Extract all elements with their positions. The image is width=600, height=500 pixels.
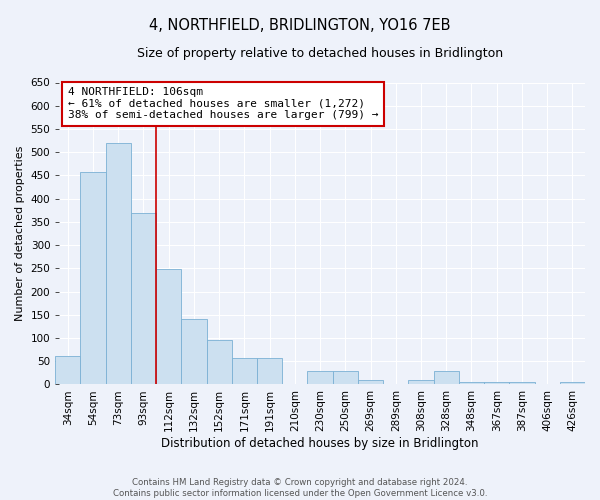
- Bar: [358, 380, 383, 384]
- Bar: [257, 358, 282, 384]
- Bar: [332, 372, 358, 384]
- Bar: [55, 356, 80, 384]
- Bar: [232, 358, 257, 384]
- Bar: [560, 382, 585, 384]
- Bar: [131, 212, 156, 384]
- Text: 4 NORTHFIELD: 106sqm
← 61% of detached houses are smaller (1,272)
38% of semi-de: 4 NORTHFIELD: 106sqm ← 61% of detached h…: [68, 87, 378, 120]
- Bar: [156, 269, 181, 384]
- Bar: [106, 143, 131, 384]
- Bar: [434, 372, 459, 384]
- Bar: [80, 172, 106, 384]
- X-axis label: Distribution of detached houses by size in Bridlington: Distribution of detached houses by size …: [161, 437, 479, 450]
- Bar: [181, 320, 206, 384]
- Text: Contains HM Land Registry data © Crown copyright and database right 2024.
Contai: Contains HM Land Registry data © Crown c…: [113, 478, 487, 498]
- Bar: [459, 382, 484, 384]
- Bar: [409, 380, 434, 384]
- Y-axis label: Number of detached properties: Number of detached properties: [15, 146, 25, 321]
- Bar: [484, 382, 509, 384]
- Bar: [307, 372, 332, 384]
- Bar: [206, 340, 232, 384]
- Bar: [509, 382, 535, 384]
- Text: 4, NORTHFIELD, BRIDLINGTON, YO16 7EB: 4, NORTHFIELD, BRIDLINGTON, YO16 7EB: [149, 18, 451, 32]
- Title: Size of property relative to detached houses in Bridlington: Size of property relative to detached ho…: [137, 48, 503, 60]
